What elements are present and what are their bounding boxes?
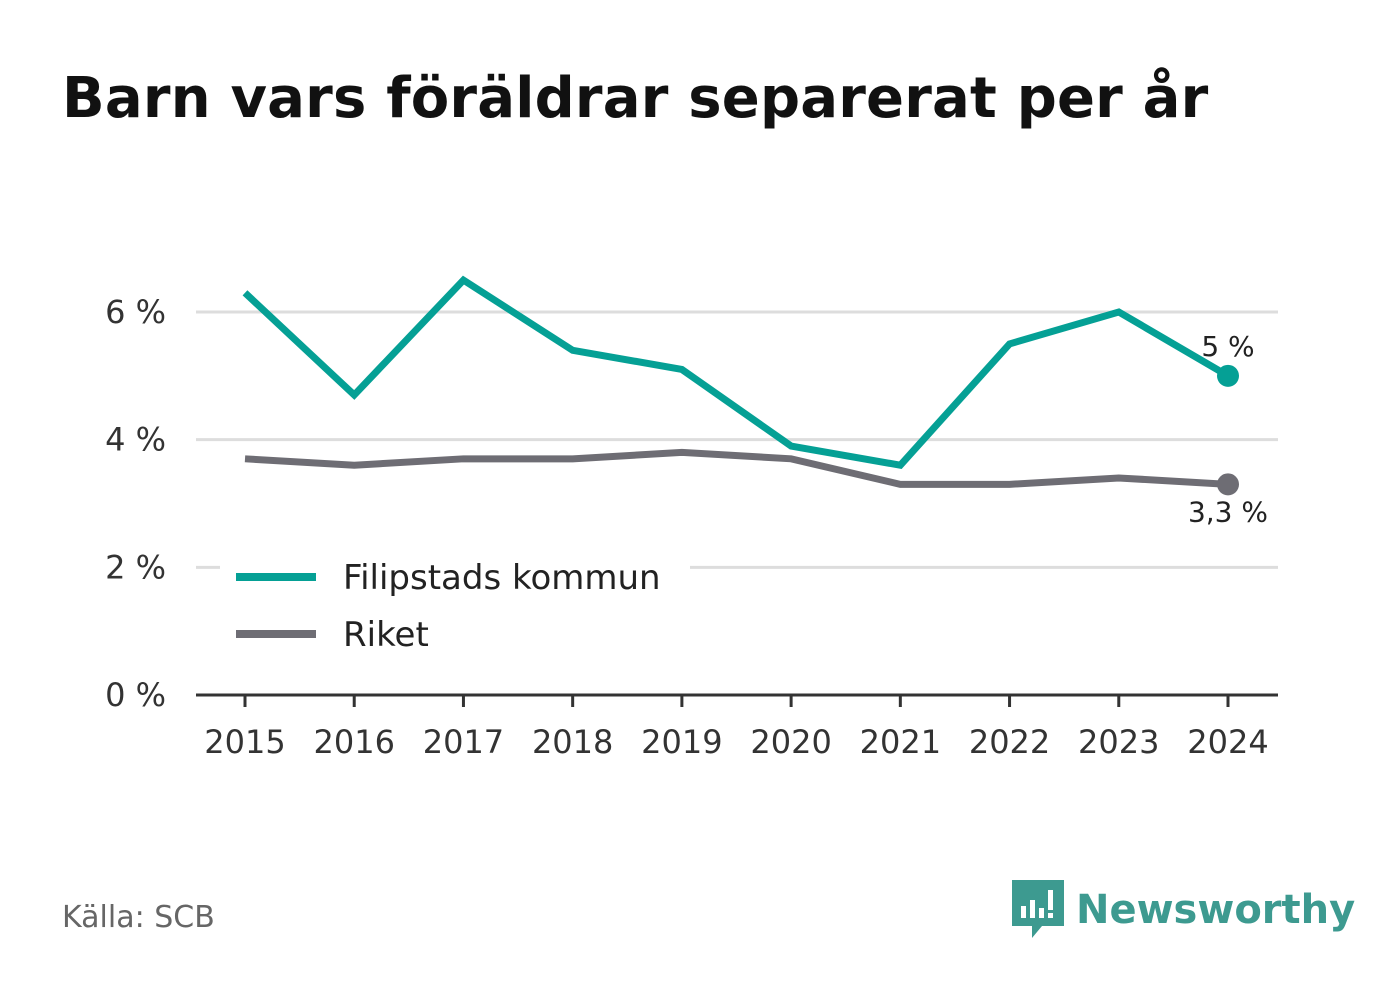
x-tick-label: 2021: [860, 723, 941, 761]
legend: Filipstads kommun Riket: [220, 549, 690, 660]
source-note: Källa: SCB: [62, 900, 215, 935]
legend-label: Riket: [343, 615, 429, 655]
legend-label: Filipstads kommun: [343, 558, 661, 598]
end-point-marker: [1217, 364, 1239, 387]
data-labels: 5 % 3,3 %: [1188, 330, 1268, 529]
x-tick-label: 2020: [750, 723, 831, 761]
x-tick-label: 2022: [969, 723, 1050, 761]
y-axis-ticks: 0 % 2 % 4 % 6 %: [105, 293, 166, 714]
series-line: [242, 275, 1230, 469]
y-tick-label: 2 %: [105, 548, 166, 586]
chart-title: Barn vars föräldrar separerat per år: [62, 66, 1209, 131]
x-axis: 2015 2016 2017 2018 2019 2020 2021 2022 2023 2024: [196, 693, 1278, 761]
y-tick-label: 0 %: [105, 676, 166, 714]
x-tick-label: 2015: [204, 723, 285, 761]
x-tick-label: 2023: [1078, 723, 1159, 761]
y-tick-label: 4 %: [105, 421, 166, 459]
x-tick-label: 2019: [641, 723, 722, 761]
x-tick-label: 2024: [1187, 723, 1268, 761]
end-value-label: 5 %: [1201, 330, 1254, 363]
x-tick-label: 2017: [423, 723, 504, 761]
end-value-label: 3,3 %: [1188, 495, 1268, 528]
y-tick-label: 6 %: [105, 293, 166, 331]
end-point-marker: [1217, 473, 1239, 496]
series-line: [244, 448, 1229, 488]
series-lines: [242, 275, 1239, 496]
x-tick-label: 2016: [314, 723, 395, 761]
grid-lines: [196, 310, 1278, 569]
newsworthy-logo-icon: [1012, 880, 1064, 938]
x-tick-label: 2018: [532, 723, 613, 761]
brand-name: Newsworthy: [1076, 887, 1356, 933]
brand-logo: Newsworthy: [1012, 880, 1355, 940]
